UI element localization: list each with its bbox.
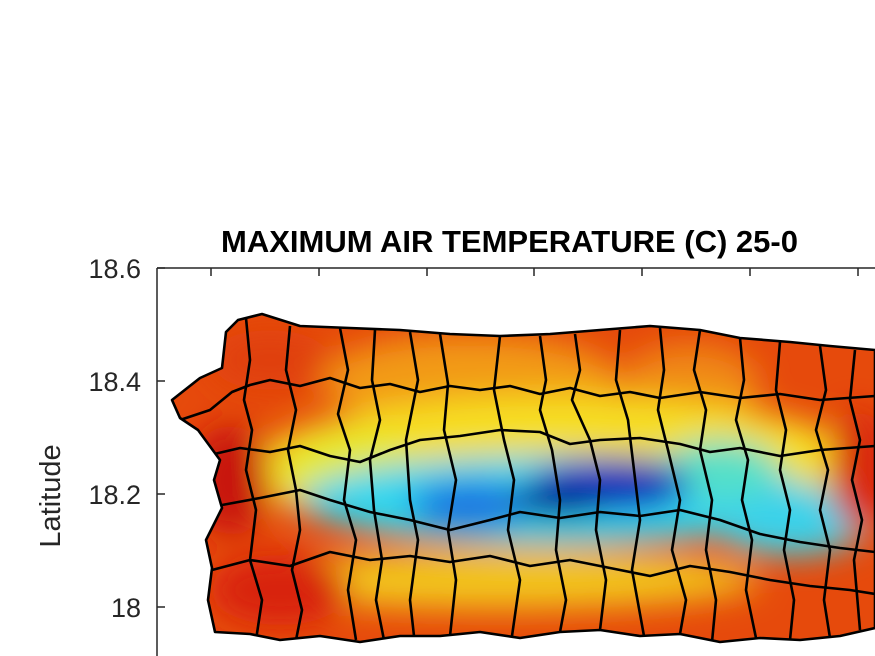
heat-cool-east	[710, 485, 870, 555]
x-axis-ticks	[210, 268, 859, 276]
heat-cold-east-core	[600, 470, 680, 500]
heat-hot-southwest	[210, 555, 350, 625]
heat-mild-south	[240, 550, 760, 610]
y-axis-label: Latitude	[35, 444, 67, 547]
municipality-boundaries	[179, 317, 875, 642]
temperature-heatmap	[172, 314, 875, 642]
heat-hot-west	[190, 425, 270, 535]
map-plot-area	[170, 312, 875, 644]
y-axis-ticks	[157, 267, 165, 608]
island-coastline	[170, 312, 875, 644]
heat-hot-east	[830, 410, 875, 530]
chart-title: MAXIMUM AIR TEMPERATURE (C) 25-0	[221, 224, 798, 259]
y-tick-label: 18	[111, 593, 141, 623]
y-tick-label: 18.2	[88, 480, 141, 510]
heat-hot-northwest	[210, 330, 330, 390]
y-tick-labels: 18.6 18.4 18.2 18	[88, 254, 141, 623]
y-tick-label: 18.6	[88, 254, 141, 284]
y-tick-label: 18.4	[88, 367, 141, 397]
map-axes	[156, 267, 875, 656]
